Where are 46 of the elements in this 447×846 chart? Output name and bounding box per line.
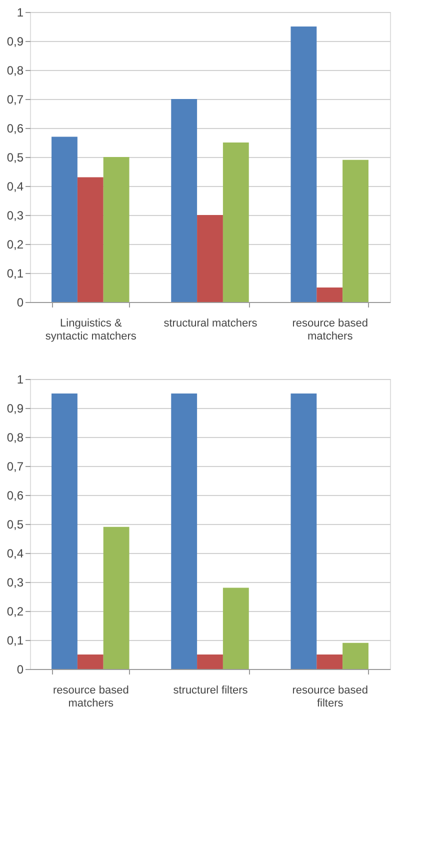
x-tick-label: resource based filters — [292, 684, 368, 710]
y-tick-label: 1 — [16, 372, 24, 386]
y-tick-label: 0,6 — [6, 122, 24, 136]
bar — [290, 26, 317, 302]
bar — [77, 177, 104, 302]
bar — [342, 642, 368, 669]
x-tick-label: Linguistics & syntactic matchers — [45, 318, 137, 342]
y-tick-label: 0,3 — [6, 576, 24, 590]
y-tick-label: 0,7 — [6, 92, 24, 106]
bar — [52, 394, 78, 669]
bar — [197, 654, 223, 669]
y-tick-label: 0,8 — [6, 430, 24, 444]
y-tick-label: 0,9 — [6, 402, 24, 416]
x-tick-label: resource based matchers — [52, 684, 129, 710]
y-tick-label: 0,7 — [6, 460, 24, 474]
bar — [342, 160, 368, 302]
bar — [316, 654, 343, 669]
y-tick-label: 0,6 — [6, 488, 24, 502]
bar — [290, 394, 317, 669]
x-tick-label: structurel filters — [173, 684, 248, 696]
y-tick-label: 0,1 — [6, 266, 24, 280]
bar — [222, 142, 249, 302]
bar — [103, 526, 130, 669]
y-tick-label: 0,1 — [6, 634, 24, 648]
y-tick-label: 0,8 — [6, 64, 24, 78]
bar — [197, 215, 223, 302]
y-tick-label: 0,4 — [6, 546, 24, 560]
y-tick-label: 0,2 — [6, 604, 24, 618]
y-tick-label: 0,5 — [6, 518, 24, 532]
y-tick-label: 0 — [16, 662, 24, 676]
bar — [171, 394, 198, 669]
y-tick-label: 0,9 — [6, 34, 24, 48]
bar — [316, 288, 343, 302]
y-tick-label: 0 — [16, 296, 24, 310]
x-tick-label: structural matchers — [164, 318, 258, 330]
y-tick-label: 0,5 — [6, 150, 24, 164]
y-tick-label: 0,3 — [6, 208, 24, 222]
bar — [171, 99, 198, 302]
y-tick-label: 0,4 — [6, 180, 24, 194]
bar — [52, 136, 78, 302]
bar — [103, 157, 130, 302]
y-tick-label: 0,2 — [6, 238, 24, 252]
bar — [222, 588, 249, 669]
y-tick-label: 1 — [16, 6, 24, 20]
bar — [77, 654, 104, 669]
x-tick-label: resource based matchers — [292, 318, 368, 342]
